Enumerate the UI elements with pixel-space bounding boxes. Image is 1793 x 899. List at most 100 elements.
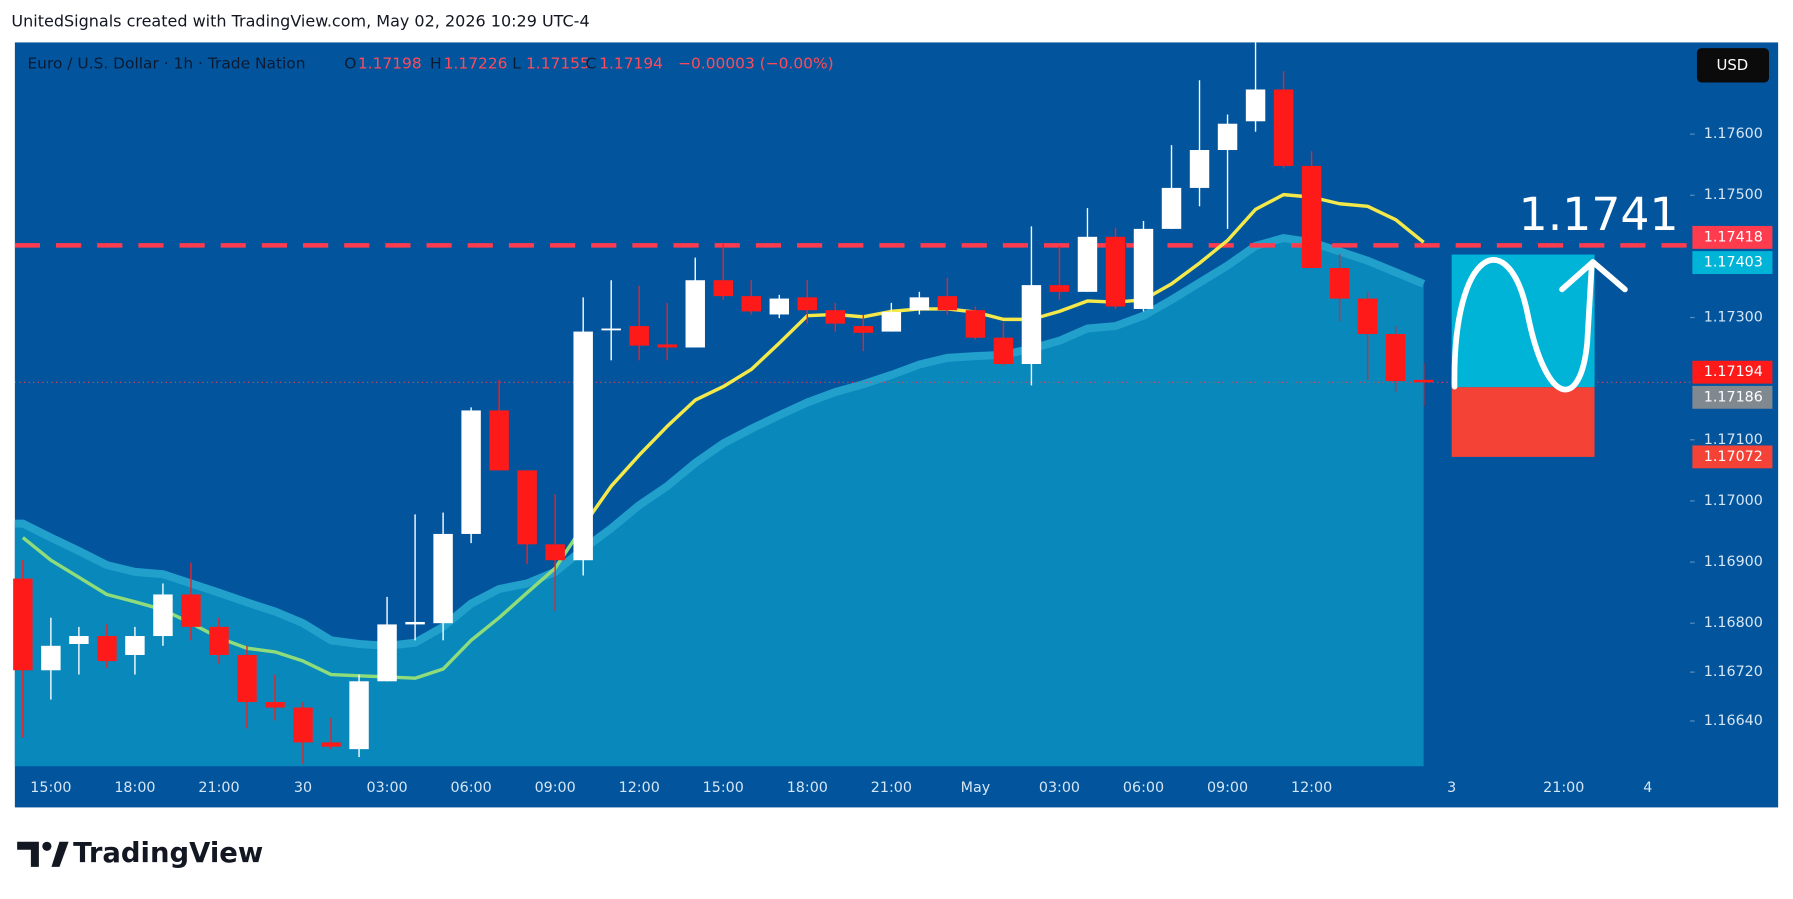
- candle-body: [237, 654, 257, 703]
- candle-body: [1245, 89, 1266, 122]
- candle-body: [1189, 150, 1210, 188]
- candle-body: [769, 298, 790, 315]
- legend-symbol: Euro / U.S. Dollar · 1h · Trade Nation: [27, 55, 305, 73]
- price-tag-label: 1.17186: [1704, 389, 1763, 405]
- candle-body: [545, 544, 565, 561]
- candle-body: [489, 410, 509, 471]
- candle-body: [1301, 165, 1322, 269]
- price-tag: [1692, 445, 1773, 469]
- candle-body: [853, 326, 874, 333]
- logo-part: [51, 841, 69, 867]
- x-tick-label: 15:00: [30, 780, 71, 796]
- candle-body: [125, 636, 145, 655]
- candle-body: [41, 645, 61, 671]
- legend-value: 1.17155: [526, 55, 590, 73]
- x-tick-label: 21:00: [198, 780, 239, 796]
- logo-part: [17, 841, 39, 867]
- candle-body: [69, 636, 89, 644]
- candle-body: [97, 636, 117, 662]
- candle-body: [1329, 268, 1350, 299]
- candle-body: [1133, 228, 1154, 309]
- x-tick-label: 12:00: [619, 780, 660, 796]
- area: [14, 238, 1424, 767]
- y-tick-label: 1.17000: [1704, 493, 1763, 509]
- candle-body: [629, 326, 649, 346]
- price-tag-label: 1.17418: [1704, 229, 1763, 245]
- x-tick-label: 06:00: [451, 780, 492, 796]
- y-tick-label: 1.17500: [1704, 187, 1763, 203]
- y-tick-label: 1.16800: [1704, 615, 1763, 631]
- price-tag-label: 1.17072: [1704, 449, 1763, 465]
- candle-body: [517, 470, 537, 545]
- candle-body: [1077, 236, 1098, 292]
- candle-body: [1273, 89, 1294, 166]
- price-tag: [1692, 360, 1773, 384]
- candle-body: [685, 280, 705, 348]
- x-tick-label: 18:00: [787, 780, 828, 796]
- candle-body: [433, 533, 453, 624]
- candle-body: [825, 310, 846, 324]
- legend-key: O: [344, 55, 356, 73]
- legend-value: 1.17226: [444, 55, 508, 73]
- candle-body: [741, 296, 761, 312]
- ma-line: [581, 192, 1425, 527]
- brand-logo: [17, 841, 69, 867]
- legend-value: 1.17194: [599, 55, 663, 73]
- plot-layer: 1.16640 1.16720 1.16800 1.16900 1.17000 1.171…: [13, 42, 1773, 796]
- x-tick-label: 03:00: [1039, 780, 1080, 796]
- candle-body: [265, 702, 285, 708]
- candle-body: [181, 594, 201, 627]
- drawing-arrow: [1559, 259, 1628, 293]
- x-tick-label: 15:00: [703, 780, 744, 796]
- y-tick-label: 1.16720: [1704, 664, 1763, 680]
- annotation: 1.1741: [1519, 188, 1679, 241]
- candle-body: [1413, 379, 1434, 383]
- candle-body: [573, 331, 593, 561]
- price-tag: [1692, 251, 1773, 274]
- legend-key: C: [585, 55, 596, 73]
- y-tick-label: 1.16900: [1704, 554, 1763, 570]
- price-tag-label: 1.17403: [1704, 255, 1763, 271]
- foreground: 1.1741 USD: [1451, 48, 1769, 393]
- x-tick-label: 21:00: [1543, 780, 1584, 796]
- candle-body: [937, 296, 958, 311]
- price-tag: [1692, 385, 1773, 409]
- x-tick-label: 30: [294, 780, 312, 796]
- x-tick-label: 4: [1643, 780, 1652, 796]
- candle-body: [321, 742, 341, 747]
- candle-body: [1217, 123, 1238, 151]
- candle-body: [657, 344, 677, 348]
- brand: TradingView: [73, 838, 263, 869]
- candle-body: [293, 707, 313, 743]
- ma-line: [21, 525, 585, 680]
- x-tick-label: 12:00: [1291, 780, 1332, 796]
- candle-body: [601, 328, 621, 331]
- candle-body: [1049, 285, 1070, 292]
- x-tick-label: 21:00: [871, 780, 912, 796]
- credit: UnitedSignals created with TradingView.c…: [11, 11, 589, 30]
- stop-zone: [1451, 387, 1595, 457]
- candle-body: [797, 297, 818, 311]
- candle-body: [1357, 298, 1378, 335]
- y-tick-label: 1.17600: [1704, 126, 1763, 142]
- x-tick-label: 06:00: [1123, 780, 1164, 796]
- candle-body: [377, 624, 397, 682]
- x-tick-label: 18:00: [114, 780, 155, 796]
- currency-box: [1696, 48, 1769, 83]
- y-tick-label: 1.17300: [1704, 310, 1763, 326]
- candle-body: [993, 337, 1014, 364]
- candle-body: [881, 312, 902, 332]
- candle-body: [405, 621, 425, 625]
- price-tag: [1692, 225, 1773, 249]
- y-tick-label: 1.17100: [1704, 432, 1763, 448]
- candle-body: [349, 681, 369, 750]
- candle-body: [1105, 236, 1126, 307]
- x-tick-label: 3: [1447, 780, 1456, 796]
- legend-key: L: [512, 55, 521, 73]
- candle-body: [909, 297, 930, 311]
- x-tick-label: May: [961, 780, 991, 796]
- area-edge: [14, 233, 1426, 650]
- currency: USD: [1717, 56, 1749, 74]
